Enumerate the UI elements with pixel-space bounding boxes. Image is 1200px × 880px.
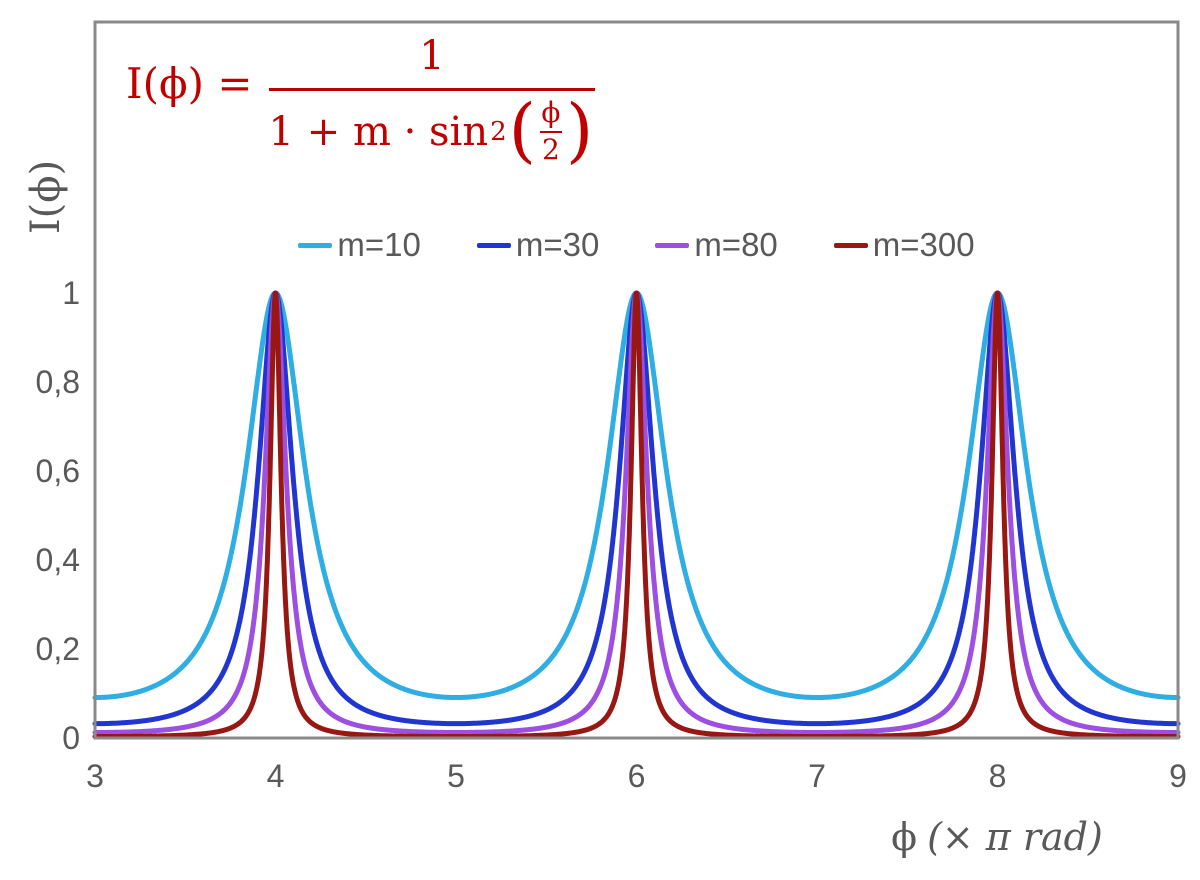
legend-label: m=300 bbox=[872, 226, 975, 263]
inner-fraction-bar bbox=[539, 131, 562, 133]
y-tick-label: 0,2 bbox=[35, 631, 80, 667]
open-paren: ( bbox=[508, 88, 536, 171]
legend-item-m300: m=300 bbox=[833, 226, 975, 264]
curve-m80 bbox=[92, 290, 1181, 735]
x-tick-label: 5 bbox=[447, 758, 465, 794]
y-tick-label: 0,6 bbox=[35, 453, 80, 489]
formula-numerator: 1 bbox=[419, 33, 445, 79]
formula: I(ϕ) = 1 1 + m · sin 2 ( ϕ 2 ) bbox=[126, 33, 596, 171]
legend-swatch bbox=[833, 242, 868, 248]
phi-over-2-fraction: ϕ 2 bbox=[539, 96, 562, 166]
formula-lhs: I(ϕ) = bbox=[126, 58, 253, 108]
legend-item-m10: m=10 bbox=[298, 226, 421, 264]
close-paren: ) bbox=[565, 88, 594, 171]
denominator-prefix: 1 + m · sin bbox=[268, 108, 489, 155]
x-axis-title-symbol: ϕ bbox=[891, 815, 918, 859]
formula-fraction: 1 1 + m · sin 2 ( ϕ 2 ) bbox=[268, 33, 596, 171]
legend-label: m=30 bbox=[515, 226, 600, 263]
formula-denominator: 1 + m · sin 2 ( ϕ 2 ) bbox=[268, 88, 594, 171]
legend-swatch bbox=[655, 242, 690, 248]
curve-m30 bbox=[92, 290, 1181, 727]
x-axis-title-unit: (× π rad) bbox=[927, 815, 1103, 859]
legend-label: m=80 bbox=[694, 226, 778, 263]
y-tick-label: 0,8 bbox=[35, 364, 80, 400]
x-tick-label: 4 bbox=[266, 758, 285, 794]
inner-denominator: 2 bbox=[542, 133, 560, 166]
x-tick-label: 6 bbox=[627, 758, 646, 794]
y-tick-label: 0,4 bbox=[35, 542, 80, 578]
legend-swatch bbox=[476, 242, 511, 248]
legend: m=10 m=30 m=80 m=300 bbox=[95, 224, 1178, 266]
y-tick-label: 1 bbox=[62, 275, 80, 311]
y-tick-label: 0 bbox=[62, 720, 80, 756]
inner-numerator: ϕ bbox=[541, 96, 561, 129]
x-axis-title: ϕ (× π rad) bbox=[891, 815, 1103, 859]
legend-item-m80: m=80 bbox=[655, 226, 778, 264]
fraction-bar bbox=[268, 88, 596, 91]
legend-swatch bbox=[298, 242, 333, 248]
x-tick-label: 8 bbox=[988, 758, 1007, 794]
x-tick-label: 7 bbox=[808, 758, 826, 794]
plot-frame bbox=[93, 20, 1180, 740]
y-axis-title: I(ϕ) bbox=[23, 159, 69, 235]
x-tick-label: 3 bbox=[86, 758, 104, 794]
legend-item-m30: m=30 bbox=[476, 226, 600, 264]
x-tick-label: 9 bbox=[1169, 758, 1187, 794]
curve-m300 bbox=[92, 290, 1181, 739]
legend-label: m=10 bbox=[337, 226, 421, 263]
